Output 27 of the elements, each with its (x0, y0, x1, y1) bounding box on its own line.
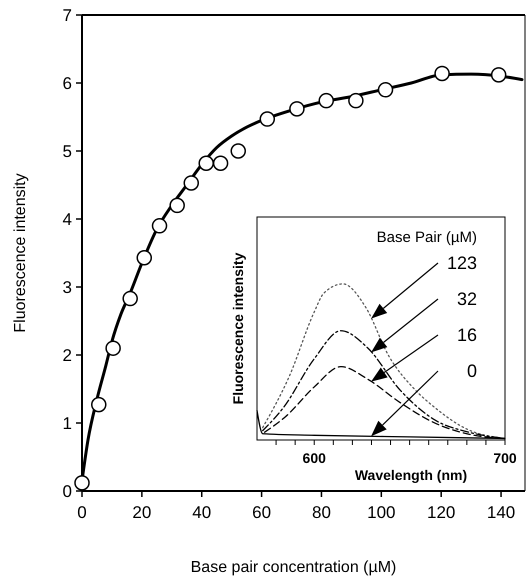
y-tick-label: 5 (62, 142, 72, 161)
y-tick-label: 1 (62, 414, 72, 433)
x-tick-label: 0 (77, 503, 87, 522)
annotation: 16 (456, 325, 477, 345)
legend-title: Base Pair (µM) (376, 229, 478, 246)
x-tick-label: 40 (192, 503, 212, 522)
y-tick-label: 2 (62, 346, 72, 365)
x-tick-label: 120 (427, 503, 456, 522)
x-tick-label: 100 (367, 503, 396, 522)
x-tick-label: 60 (252, 503, 272, 522)
x-tick-label: 20 (132, 503, 152, 522)
x-tick-label: 80 (312, 503, 331, 522)
x-axis-title: Wavelength (nm) (354, 467, 468, 483)
y-axis-title: Fluorescence intensity (230, 252, 246, 404)
x-tick-label: 700 (493, 450, 517, 466)
x-axis-title: Base pair concentration (µM) (190, 559, 396, 576)
x-tick-label: 140 (486, 503, 516, 522)
y-tick-label: 7 (62, 6, 72, 25)
y-tick-label: 6 (62, 74, 72, 93)
annotation: 0 (466, 361, 477, 381)
y-tick-label: 3 (62, 278, 72, 297)
y-tick-label: 4 (62, 210, 72, 229)
annotation: 123 (446, 253, 477, 273)
x-tick-label: 600 (302, 450, 326, 466)
y-tick-label: 0 (62, 482, 72, 501)
y-axis-title: Fluorescence intensity (12, 173, 29, 333)
annotation: 32 (456, 289, 477, 309)
